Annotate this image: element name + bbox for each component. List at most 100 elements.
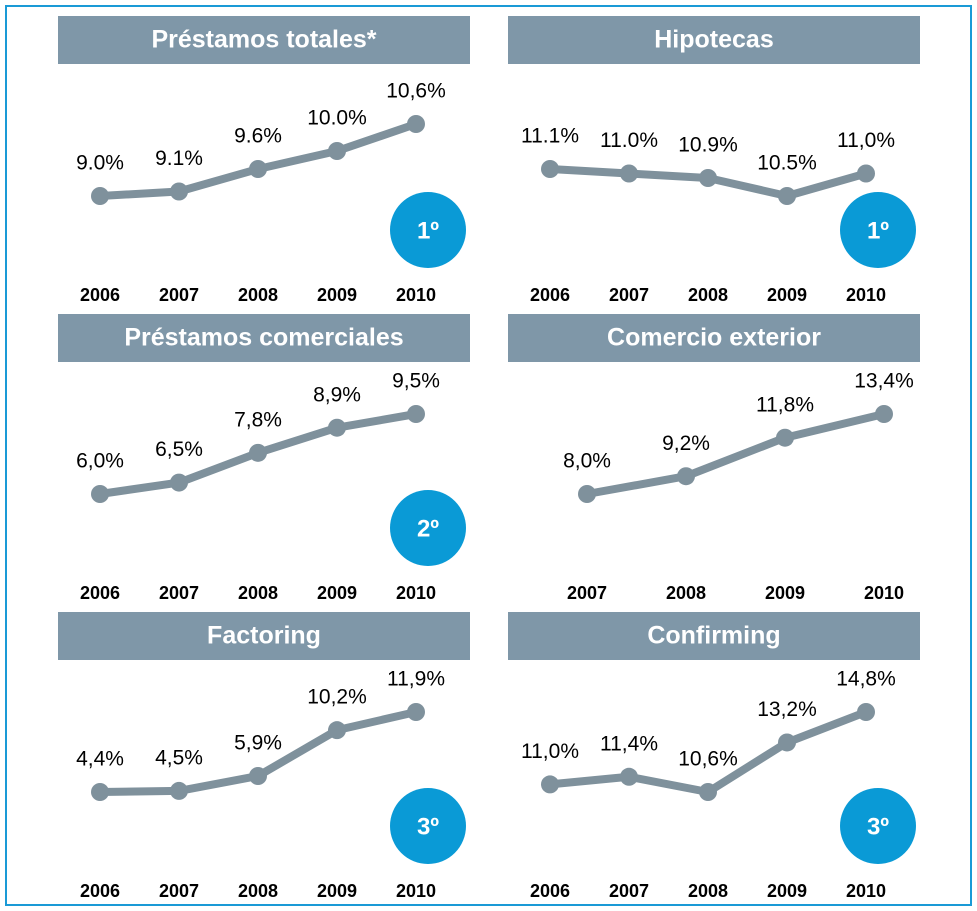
x-tick-label: 2009 — [765, 583, 805, 603]
x-tick-label: 2010 — [846, 285, 886, 305]
value-label: 9,5% — [392, 370, 440, 393]
value-label: 11,8% — [756, 393, 814, 416]
x-tick-label: 2007 — [609, 285, 649, 305]
x-tick-label: 2006 — [80, 285, 120, 305]
x-tick-label: 2008 — [238, 285, 278, 305]
value-label: 9.0% — [76, 152, 124, 175]
point — [170, 182, 188, 201]
x-tick-label: 2006 — [530, 285, 570, 305]
point — [677, 467, 695, 486]
rank-badge — [840, 788, 916, 864]
value-label: 10.5% — [757, 152, 817, 175]
point — [249, 160, 267, 178]
value-label: 13,4% — [854, 370, 914, 393]
x-tick-label: 2009 — [317, 285, 357, 305]
value-label: 11,9% — [387, 668, 445, 691]
x-tick-label: 2007 — [567, 583, 607, 603]
value-label: 9.1% — [155, 147, 203, 170]
value-label: 11,4% — [600, 732, 658, 755]
frame — [5, 5, 972, 906]
value-label: 11.0% — [600, 129, 658, 152]
value-label: 10.0% — [307, 107, 367, 130]
point — [857, 164, 875, 183]
value-label: 13,2% — [757, 698, 817, 721]
point — [778, 733, 796, 752]
rank-badge — [390, 192, 466, 268]
rank-label: 3º — [417, 813, 439, 840]
value-label: 10,6% — [386, 80, 446, 103]
point — [91, 187, 109, 205]
point — [578, 485, 596, 503]
point — [776, 428, 794, 447]
value-label: 11,0% — [837, 129, 895, 152]
x-tick-label: 2009 — [767, 285, 807, 305]
point — [699, 169, 717, 187]
x-tick-label: 2010 — [864, 583, 904, 603]
value-label: 14,8% — [836, 668, 896, 691]
value-label: 9.6% — [234, 125, 282, 148]
value-label: 9,2% — [662, 432, 710, 455]
x-tick-label: 2009 — [767, 881, 807, 901]
value-label: 8,9% — [313, 383, 361, 406]
x-tick-label: 2008 — [666, 583, 706, 603]
x-tick-label: 2007 — [159, 881, 199, 901]
x-tick-label: 2009 — [317, 881, 357, 901]
panel-title-bar — [58, 16, 470, 64]
point — [541, 775, 559, 794]
point — [91, 485, 109, 503]
point — [249, 767, 267, 785]
value-label: 4,5% — [155, 746, 203, 769]
value-label: 4,4% — [76, 748, 124, 771]
value-label: 6,0% — [76, 450, 124, 473]
x-tick-label: 2009 — [317, 583, 357, 603]
point — [91, 783, 109, 801]
x-tick-label: 2008 — [688, 881, 728, 901]
panel-title: Comercio exterior — [607, 324, 821, 352]
point — [328, 721, 346, 740]
x-tick-label: 2007 — [159, 285, 199, 305]
rank-badge — [390, 788, 466, 864]
x-tick-label: 2010 — [846, 881, 886, 901]
x-tick-label: 2010 — [396, 285, 436, 305]
point — [875, 405, 893, 423]
point — [541, 160, 559, 178]
x-tick-label: 2008 — [238, 881, 278, 901]
panel-title: Préstamos comerciales — [124, 324, 403, 352]
x-tick-label: 2007 — [609, 881, 649, 901]
value-label: 5,9% — [234, 732, 282, 755]
value-label: 10.9% — [678, 134, 738, 157]
rank-badge — [390, 490, 466, 566]
rank-badge — [840, 192, 916, 268]
point — [170, 781, 188, 800]
panel-title-bar — [58, 612, 470, 660]
point — [778, 187, 796, 205]
panel-title: Hipotecas — [654, 26, 773, 54]
value-label: 8,0% — [563, 450, 611, 473]
x-tick-label: 2008 — [238, 583, 278, 603]
point — [857, 703, 875, 721]
point — [620, 767, 638, 786]
x-tick-label: 2008 — [688, 285, 728, 305]
value-label: 6,5% — [155, 438, 203, 461]
value-label: 11.1% — [521, 125, 579, 148]
x-tick-label: 2010 — [396, 583, 436, 603]
point — [249, 443, 267, 462]
panel-title: Factoring — [207, 622, 321, 650]
point — [699, 783, 717, 801]
x-tick-label: 2010 — [396, 881, 436, 901]
panel-title-bar — [508, 314, 920, 362]
panel-title: Confirming — [647, 622, 780, 650]
x-tick-label: 2006 — [80, 583, 120, 603]
value-label: 10,6% — [678, 748, 738, 771]
point — [328, 142, 346, 160]
rank-label: 1º — [867, 217, 889, 244]
panel-title-bar — [508, 16, 920, 64]
x-tick-label: 2006 — [530, 881, 570, 901]
rank-label: 1º — [417, 217, 439, 244]
x-tick-label: 2006 — [80, 881, 120, 901]
x-tick-label: 2007 — [159, 583, 199, 603]
point — [620, 164, 638, 183]
point — [407, 703, 425, 721]
panel-title-bar — [58, 314, 470, 362]
